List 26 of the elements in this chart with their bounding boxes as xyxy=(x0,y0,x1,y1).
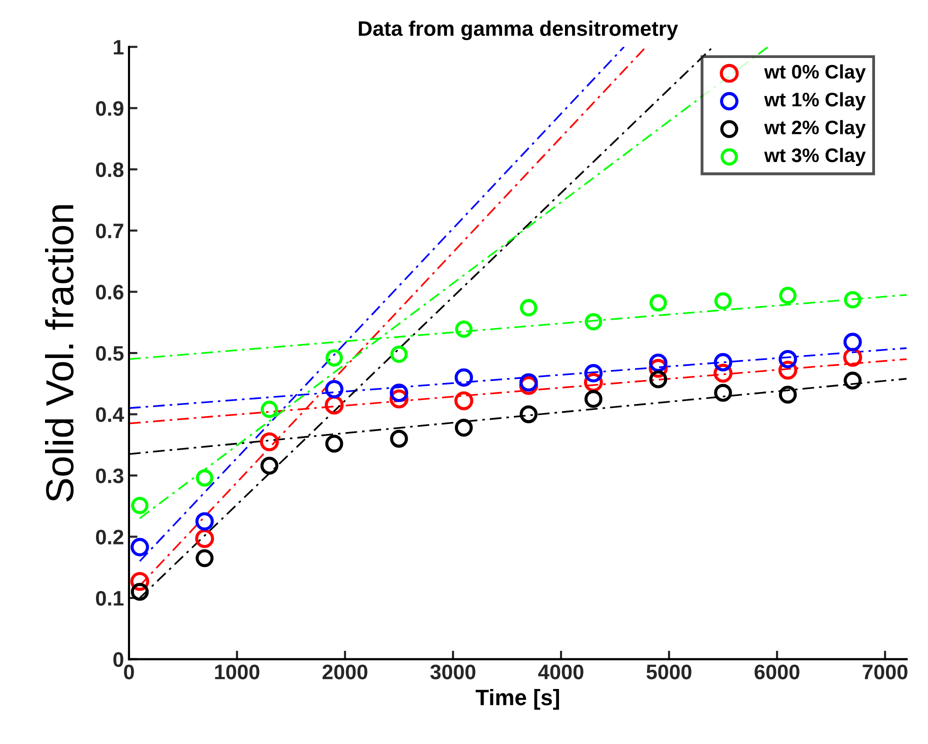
legend-label: wt 0% Clay xyxy=(764,64,866,82)
x-tick-label: 2000 xyxy=(322,664,368,680)
chart-title: Data from gamma densitrometry xyxy=(358,20,678,40)
legend-label: wt 3% Clay xyxy=(764,148,866,166)
y-tick-label: 0.3 xyxy=(96,468,124,484)
y-tick-label: 0.1 xyxy=(96,590,124,606)
x-tick-label: 5000 xyxy=(646,664,692,680)
x-tick-label: 0 xyxy=(124,664,134,680)
y-tick-label: 1 xyxy=(114,40,124,54)
legend-label: wt 1% Clay xyxy=(764,92,866,110)
x-tick-label: 1000 xyxy=(215,664,260,680)
y-tick-label: 0.5 xyxy=(96,346,124,361)
x-tick-label: 6000 xyxy=(754,664,800,680)
x-tick-label: 7000 xyxy=(862,664,908,680)
x-tick-label: 4000 xyxy=(538,664,584,680)
y-tick-label: 0 xyxy=(113,652,124,667)
y-tick-label: 0.8 xyxy=(96,162,124,178)
legend-label: wt 2% Clay xyxy=(764,120,866,138)
y-tick-label: 0.7 xyxy=(96,224,124,238)
y-tick-label: 0.4 xyxy=(96,407,124,422)
y-axis-title: Solid Vol. fraction xyxy=(45,205,74,502)
x-tick-label: 3000 xyxy=(430,664,476,680)
y-tick-label: 0.6 xyxy=(96,284,124,300)
x-axis-title: Time [s] xyxy=(476,689,559,710)
y-tick-label: 0.2 xyxy=(96,530,124,544)
y-tick-label: 0.9 xyxy=(96,101,124,116)
